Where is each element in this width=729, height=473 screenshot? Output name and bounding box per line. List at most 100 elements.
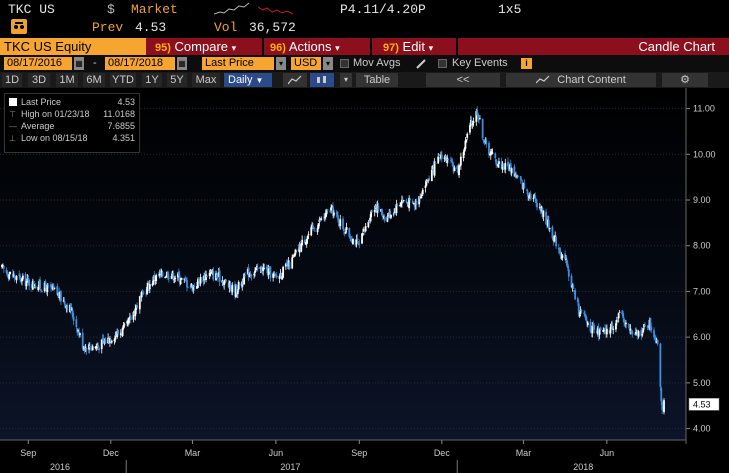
candle-body — [654, 337, 657, 343]
candle-body — [523, 183, 526, 189]
edit-button[interactable]: 97) Edit ▾ — [383, 39, 433, 54]
candle-body — [494, 153, 497, 158]
candle-body — [171, 271, 174, 277]
candle-body — [515, 174, 518, 179]
year-label-2: 2018 — [573, 462, 593, 472]
candle-body — [351, 240, 353, 243]
chevron-down-icon: ▾ — [231, 43, 237, 53]
candle-body — [262, 267, 265, 272]
chevron-down-icon[interactable]: ▾ — [340, 73, 352, 87]
candle-body — [552, 237, 555, 241]
candle-body — [481, 118, 484, 139]
candle-body — [95, 346, 98, 349]
security-input[interactable]: TKC US Equity — [0, 38, 146, 55]
period-ytd-button[interactable]: YTD — [110, 73, 136, 87]
chart-content-icon — [535, 75, 550, 84]
candle-body — [386, 216, 389, 222]
candle-body — [644, 325, 646, 327]
candle-body — [627, 323, 630, 325]
candle-body — [307, 234, 310, 236]
candle-body — [273, 274, 275, 276]
currency-select[interactable]: USD — [291, 57, 321, 70]
period-max-button[interactable]: Max — [192, 73, 220, 87]
candle-body — [485, 139, 488, 145]
candle-body — [554, 235, 557, 238]
gear-icon[interactable]: ⚙ — [662, 73, 708, 87]
mov-avgs-checkbox[interactable] — [340, 59, 349, 68]
y-tick-label-6: 10.00 — [693, 149, 716, 159]
candle-body — [288, 262, 291, 269]
candle-body — [177, 272, 180, 276]
candle-body — [561, 255, 564, 258]
candle-body — [103, 341, 106, 344]
collapse-button[interactable]: << — [426, 73, 500, 87]
candle-body — [323, 216, 326, 218]
period-1m-button[interactable]: 1M — [56, 73, 78, 87]
frequency-select[interactable]: Daily ▼ — [224, 73, 272, 87]
table-button[interactable]: Table — [356, 73, 398, 87]
candle-body — [409, 199, 411, 200]
pencil-icon[interactable] — [416, 58, 426, 69]
candle-body — [38, 281, 41, 287]
actions-button[interactable]: 96) Actions ▾ — [270, 39, 340, 54]
candle-body — [412, 203, 415, 205]
candle-body — [56, 286, 59, 295]
date-range-dash: - — [93, 57, 97, 69]
candle-body — [469, 125, 471, 133]
candle-body — [484, 141, 487, 143]
line-chart-icon[interactable] — [283, 73, 307, 87]
year-label-0: 2016 — [50, 462, 70, 472]
candle-body — [313, 227, 315, 229]
period-6m-button[interactable]: 6M — [83, 73, 105, 87]
candle-body — [586, 322, 589, 326]
candle-body — [415, 201, 418, 206]
candle-body — [189, 285, 192, 287]
candle-body — [337, 218, 340, 223]
candle-body — [421, 189, 424, 195]
period-1d-button[interactable]: 1D — [2, 73, 22, 87]
candle-body — [192, 285, 195, 290]
candle-body — [576, 298, 579, 303]
candle-body — [488, 143, 490, 155]
edit-label: Edit — [402, 39, 425, 54]
candle-body — [199, 277, 202, 284]
candle-body — [187, 286, 189, 288]
compare-button[interactable]: 95) Compare ▾ — [155, 39, 236, 54]
info-icon[interactable]: i — [521, 58, 532, 69]
period-1y-button[interactable]: 1Y — [142, 73, 162, 87]
start-date-input[interactable]: 08/17/2016 — [4, 57, 72, 70]
chevron-down-icon[interactable]: ▾ — [276, 57, 286, 70]
chart-type-label: Candle Chart — [638, 39, 715, 54]
field-select[interactable]: Last Price — [202, 57, 274, 70]
period-5y-button[interactable]: 5Y — [167, 73, 187, 87]
x-tick-label-2: Mar — [185, 448, 201, 458]
period-3d-button[interactable]: 3D — [28, 73, 50, 87]
legend-high-value: 11.0168 — [103, 109, 135, 119]
candle-body — [387, 216, 390, 219]
candle-body — [462, 151, 465, 159]
candle-chart-icon[interactable] — [310, 73, 334, 87]
quote-size: 1x5 — [498, 2, 522, 17]
candle-body — [170, 276, 173, 279]
candle-body — [26, 278, 29, 283]
key-events-checkbox[interactable] — [438, 59, 447, 68]
candle-body — [196, 279, 199, 288]
candle-body — [656, 339, 659, 344]
candle-body — [205, 274, 207, 281]
candle-body — [602, 330, 605, 332]
candle-body — [71, 310, 74, 318]
candle-body — [85, 348, 88, 351]
calendar-icon[interactable]: ▦ — [74, 57, 84, 70]
calendar-icon[interactable]: ▦ — [177, 57, 187, 70]
candle-body — [173, 279, 176, 281]
chart-content-button[interactable]: Chart Content — [506, 73, 656, 87]
candle-body — [408, 198, 411, 209]
candle-body — [629, 328, 632, 331]
candle-body — [31, 280, 34, 290]
chevron-down-icon[interactable]: ▾ — [323, 57, 333, 70]
candle-body — [51, 286, 54, 290]
candle-body — [399, 204, 402, 207]
end-date-input[interactable]: 08/17/2018 — [105, 57, 175, 70]
candle-body — [9, 271, 12, 274]
candle-body — [234, 283, 236, 297]
